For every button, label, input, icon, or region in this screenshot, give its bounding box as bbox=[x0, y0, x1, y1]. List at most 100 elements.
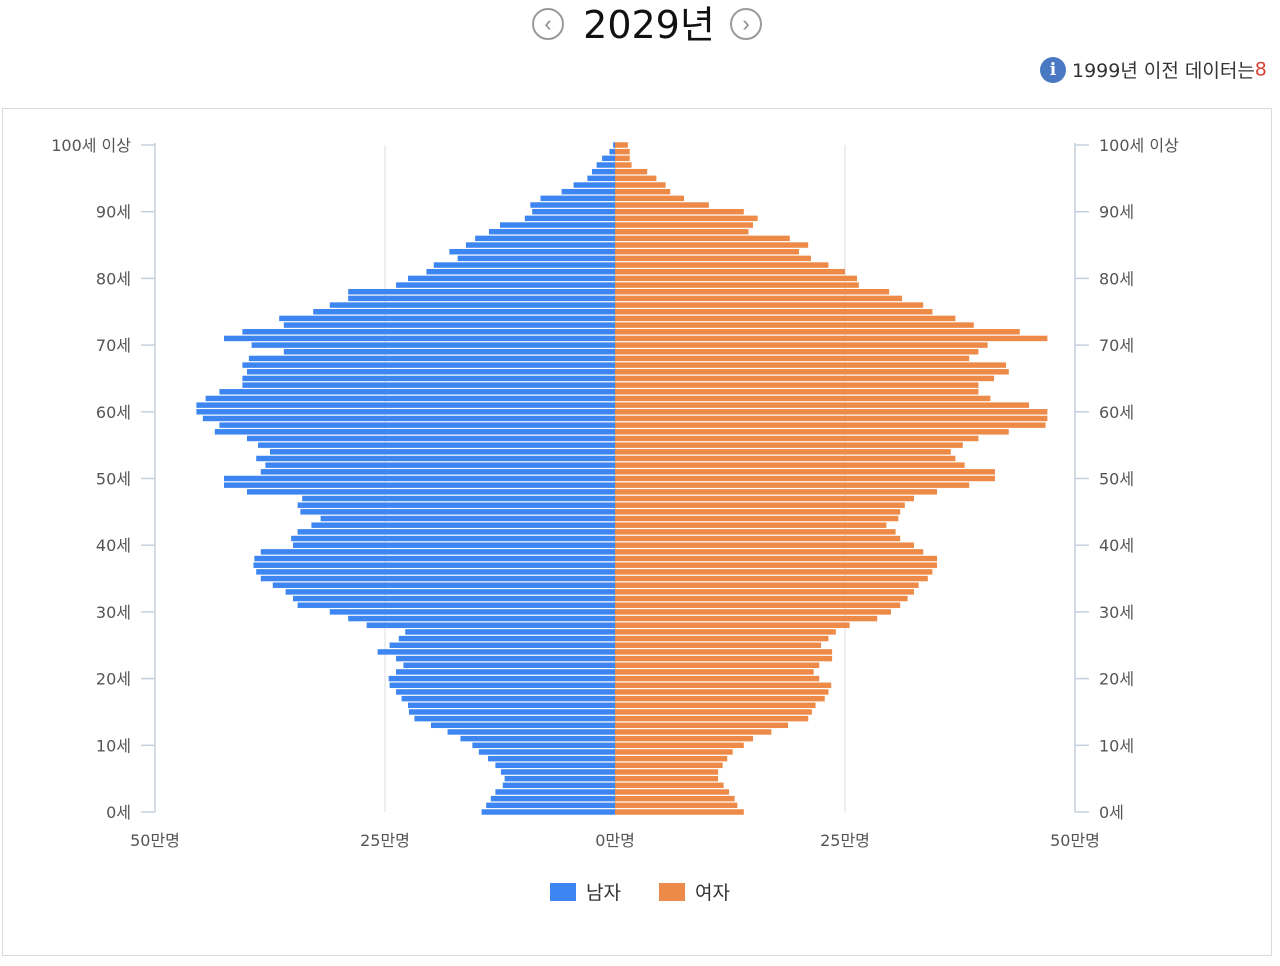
bar-female-age-5 bbox=[615, 775, 719, 782]
y-tick-label-right-30: 30세 bbox=[1099, 603, 1134, 622]
bar-female-age-72 bbox=[615, 329, 1020, 335]
bar-male-age-6 bbox=[500, 769, 615, 775]
bar-male-age-4 bbox=[502, 782, 615, 789]
bar-female-age-15 bbox=[615, 709, 812, 715]
bar-male-age-41 bbox=[291, 535, 615, 542]
bar-female-age-60 bbox=[615, 409, 1048, 415]
bar-female-age-20 bbox=[615, 675, 820, 682]
bar-male-age-51 bbox=[260, 469, 615, 475]
bar-male-age-74 bbox=[279, 315, 615, 322]
bar-female-age-29 bbox=[615, 615, 878, 622]
prev-year-button[interactable]: ‹ bbox=[532, 8, 564, 40]
bar-male-age-21 bbox=[396, 669, 615, 675]
bar-female-age-93 bbox=[615, 188, 671, 195]
y-tick-label-right-70: 70세 bbox=[1099, 336, 1134, 355]
bar-male-age-9 bbox=[478, 749, 615, 755]
bar-female-age-6 bbox=[615, 769, 719, 775]
bar-female-age-44 bbox=[615, 515, 899, 522]
bar-male-age-82 bbox=[433, 262, 615, 268]
bar-female-age-4 bbox=[615, 782, 724, 789]
bar-female-age-59 bbox=[615, 415, 1048, 422]
bar-male-age-39 bbox=[260, 549, 615, 555]
bar-male-age-28 bbox=[366, 622, 615, 628]
next-year-button[interactable]: › bbox=[730, 8, 762, 40]
bar-female-age-83 bbox=[615, 255, 811, 262]
y-tick-label-right-100: 100세 이상 bbox=[1099, 136, 1179, 155]
bar-male-age-64 bbox=[242, 382, 615, 388]
bar-male-age-25 bbox=[389, 642, 615, 648]
bar-male-age-30 bbox=[329, 609, 615, 615]
bar-male-age-17 bbox=[401, 695, 615, 702]
bar-male-age-40 bbox=[293, 542, 615, 548]
bar-female-age-74 bbox=[615, 315, 956, 322]
bar-male-age-43 bbox=[311, 522, 615, 528]
bar-male-age-27 bbox=[405, 629, 615, 635]
bar-female-age-34 bbox=[615, 582, 919, 588]
bar-female-age-54 bbox=[615, 449, 951, 455]
bar-male-age-95 bbox=[587, 175, 615, 182]
y-tick-label-left-30: 30세 bbox=[96, 603, 131, 622]
bar-female-age-17 bbox=[615, 695, 825, 702]
bar-female-age-88 bbox=[615, 222, 753, 228]
chevron-left-icon: ‹ bbox=[544, 11, 552, 36]
bar-male-age-78 bbox=[348, 289, 615, 295]
bar-male-age-71 bbox=[224, 335, 615, 342]
bar-female-age-46 bbox=[615, 502, 905, 508]
bar-female-age-39 bbox=[615, 549, 924, 555]
bar-female-age-32 bbox=[615, 595, 908, 602]
bar-male-age-53 bbox=[256, 455, 615, 462]
y-tick-label-left-70: 70세 bbox=[96, 336, 131, 355]
bar-male-age-56 bbox=[247, 435, 615, 442]
bar-male-age-77 bbox=[348, 295, 615, 302]
bar-male-age-26 bbox=[398, 635, 615, 642]
bar-male-age-45 bbox=[300, 509, 615, 515]
bar-male-age-67 bbox=[242, 362, 615, 368]
x-tick-label-2: 0만명 bbox=[595, 831, 635, 850]
bar-male-age-61 bbox=[196, 402, 615, 408]
chevron-right-icon: › bbox=[742, 11, 750, 36]
bar-male-age-92 bbox=[540, 195, 615, 202]
bar-female-age-71 bbox=[615, 335, 1048, 342]
bar-male-age-12 bbox=[447, 729, 615, 735]
bar-male-age-85 bbox=[465, 242, 615, 248]
bar-female-age-65 bbox=[615, 375, 995, 382]
bar-female-age-28 bbox=[615, 622, 850, 628]
legend-item-male[interactable]: 남자 bbox=[550, 878, 621, 905]
info-icon: i bbox=[1040, 56, 1066, 83]
bar-female-age-96 bbox=[615, 168, 648, 175]
bar-male-age-19 bbox=[389, 682, 615, 689]
year-navigation: ‹ 2029년 › bbox=[0, 0, 1280, 52]
notice-accent-text: 8 bbox=[1254, 58, 1267, 81]
bar-male-age-91 bbox=[530, 202, 615, 208]
y-tick-label-left-100: 100세 이상 bbox=[51, 136, 131, 155]
bar-male-age-13 bbox=[431, 722, 615, 729]
bar-female-age-30 bbox=[615, 609, 891, 615]
bar-male-age-38 bbox=[254, 555, 616, 562]
legend-label-female: 여자 bbox=[695, 882, 730, 904]
bar-female-age-23 bbox=[615, 655, 833, 662]
bar-female-age-3 bbox=[615, 789, 730, 795]
bar-male-age-32 bbox=[293, 595, 615, 602]
bar-female-age-81 bbox=[615, 268, 845, 275]
bar-female-age-45 bbox=[615, 509, 901, 515]
bar-female-age-56 bbox=[615, 435, 979, 442]
bar-female-age-89 bbox=[615, 215, 758, 222]
bar-male-age-35 bbox=[260, 575, 615, 582]
y-tick-label-left-20: 20세 bbox=[96, 670, 131, 689]
bar-female-age-35 bbox=[615, 575, 928, 582]
y-tick-label-left-0: 0세 bbox=[106, 803, 131, 822]
bar-female-age-38 bbox=[615, 555, 937, 562]
legend-item-female[interactable]: 여자 bbox=[659, 878, 730, 905]
bar-female-age-51 bbox=[615, 469, 995, 475]
y-tick-label-right-60: 60세 bbox=[1099, 403, 1134, 422]
bar-male-age-33 bbox=[285, 589, 615, 595]
bar-male-age-55 bbox=[258, 442, 615, 448]
x-tick-label-4: 50만명 bbox=[1050, 831, 1100, 850]
bar-female-age-49 bbox=[615, 482, 970, 488]
bar-female-age-76 bbox=[615, 302, 924, 308]
bar-male-age-88 bbox=[500, 222, 615, 228]
bar-male-age-48 bbox=[247, 489, 615, 495]
bar-male-age-68 bbox=[248, 355, 615, 362]
bar-male-age-18 bbox=[396, 689, 615, 695]
